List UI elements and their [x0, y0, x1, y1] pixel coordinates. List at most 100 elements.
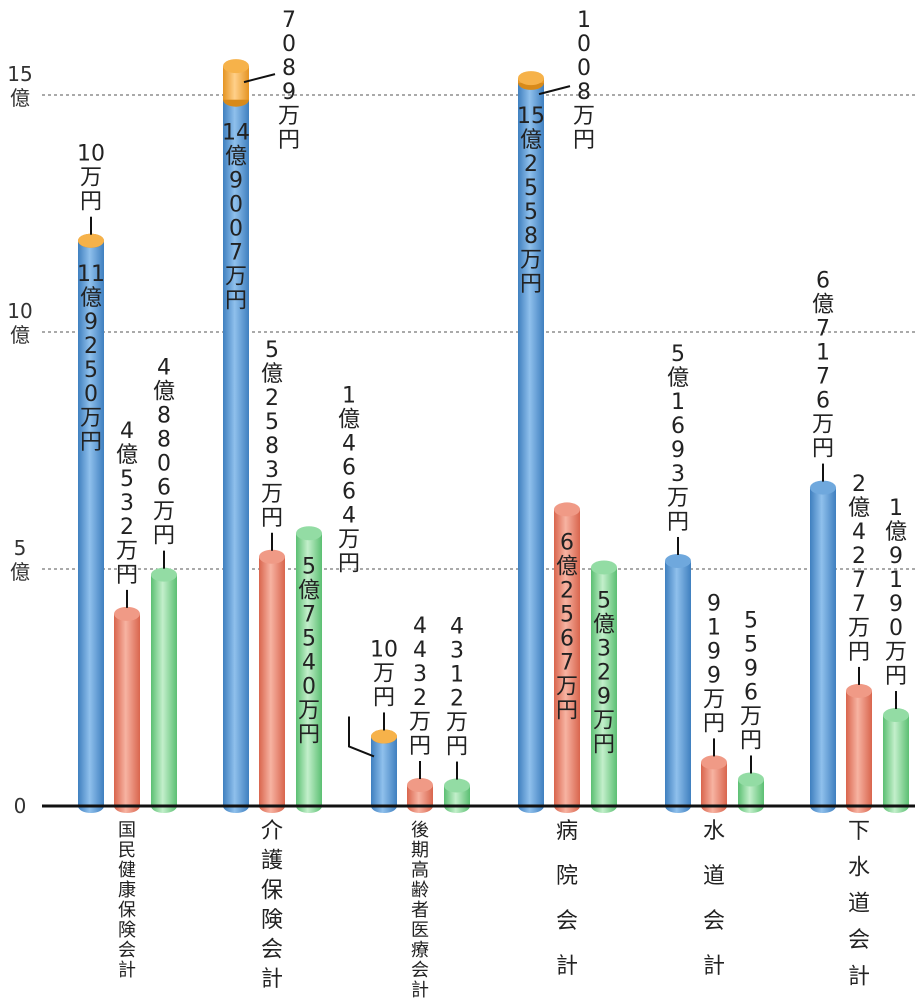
- label-char: 9: [707, 591, 721, 616]
- label-char: 7: [852, 592, 866, 617]
- label-char: 8: [265, 434, 279, 459]
- category-char: 計: [411, 980, 429, 999]
- label-char: 7: [816, 365, 830, 390]
- label-char: 1: [889, 568, 903, 593]
- label-char: 円: [225, 289, 247, 314]
- label-char: 10: [77, 142, 105, 167]
- category-char: 会: [703, 909, 725, 934]
- bar-body: [554, 509, 580, 806]
- category-char: 者: [411, 900, 429, 921]
- bar: [738, 772, 764, 813]
- leader-line: [243, 73, 276, 84]
- label-char: 2: [265, 386, 279, 411]
- label-char: 2: [84, 334, 98, 359]
- label-char: 億: [520, 128, 542, 153]
- label-char: 5: [560, 602, 574, 627]
- label-char: 7: [560, 650, 574, 675]
- label-char: 5: [744, 608, 758, 633]
- label-char: 1: [889, 496, 903, 521]
- label-char: 5: [597, 588, 611, 613]
- label-char: 円: [703, 711, 725, 736]
- bar-body: [371, 736, 397, 806]
- category-char: 会: [261, 938, 283, 963]
- y-tick-label: 5: [14, 536, 27, 560]
- category-char: 国: [118, 820, 136, 841]
- bar-cap-top: [371, 729, 397, 744]
- label-char: 万: [225, 265, 247, 290]
- label-char: 円: [520, 272, 542, 297]
- label-char: 5: [524, 200, 538, 225]
- label-char: 9: [84, 310, 98, 335]
- label-char: 8: [157, 404, 171, 429]
- label-char: 円: [80, 430, 102, 455]
- bar-body: [665, 560, 691, 806]
- category-char: 会: [411, 960, 429, 981]
- label-char: 0: [577, 32, 591, 57]
- label-char: 5: [265, 338, 279, 363]
- label-char: 5: [265, 410, 279, 435]
- label-char: 5: [302, 626, 316, 651]
- label-char: 6: [560, 530, 574, 555]
- label-char: 1: [707, 615, 721, 640]
- label-char: 円: [446, 735, 468, 760]
- y-tick-label: 15: [7, 62, 32, 86]
- bar-top: [665, 553, 691, 568]
- label-char: 億: [667, 366, 689, 391]
- category-char: 介: [261, 819, 283, 844]
- bar-body: [223, 99, 249, 807]
- bar: [223, 59, 249, 813]
- label-char: 万: [261, 482, 283, 507]
- label-char: 0: [282, 32, 296, 57]
- bar-top: [444, 778, 470, 793]
- label-char: 9: [671, 438, 685, 463]
- bar: [444, 778, 470, 813]
- category-char: 院: [556, 864, 578, 889]
- category-char: 護: [261, 849, 283, 874]
- label-char: 万: [338, 527, 360, 552]
- label-char: 円: [573, 128, 595, 153]
- gridlines: [42, 94, 915, 570]
- label-char: 2: [560, 578, 574, 603]
- bar: [371, 729, 397, 813]
- label-char: 10: [370, 637, 398, 662]
- label-char: 万: [153, 500, 175, 525]
- bar-body: [846, 690, 872, 806]
- label-char: 億: [556, 554, 578, 579]
- label-char: 6: [816, 389, 830, 414]
- label-char: 円: [740, 728, 762, 753]
- category-char: 会: [118, 940, 136, 961]
- label-char: 9: [707, 639, 721, 664]
- axes: 05億10億15億国民健康保険会計介護保険会計後期高齢者医療会計病院会計水道会計…: [7, 62, 915, 999]
- bar: [846, 683, 872, 813]
- bar: [518, 71, 544, 813]
- label-char: 円: [885, 664, 907, 689]
- bars: [78, 59, 909, 813]
- label-char: 9: [744, 656, 758, 681]
- label-char: 4: [413, 614, 427, 639]
- label-char: 5: [744, 632, 758, 657]
- category-char: 後: [411, 820, 429, 841]
- category-char: 齢: [411, 880, 429, 901]
- label-char: 9: [597, 684, 611, 709]
- bar-body: [296, 533, 322, 806]
- label-char: 3: [597, 636, 611, 661]
- label-char: 億: [116, 443, 138, 468]
- label-char: 5: [302, 554, 316, 579]
- label-char: 億: [261, 362, 283, 387]
- label-char: 億: [298, 578, 320, 603]
- label-char: 万: [409, 710, 431, 735]
- label-char: 万: [520, 248, 542, 273]
- bar: [151, 567, 177, 813]
